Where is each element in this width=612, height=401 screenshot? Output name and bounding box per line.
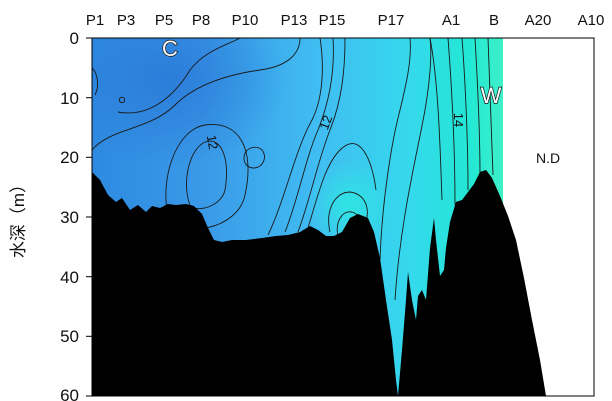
contour-line	[447, 38, 456, 206]
no-data-label: N.D	[536, 150, 560, 166]
station-label: P10	[232, 12, 259, 29]
contour-line	[297, 38, 346, 233]
station-label: A1	[442, 12, 460, 29]
y-axis-title: 水深（m）	[9, 176, 28, 258]
contour-line	[474, 38, 481, 176]
y-tick-label: 30	[60, 208, 79, 227]
contour-line	[487, 38, 494, 176]
station-label: B	[489, 12, 499, 29]
station-label: P15	[319, 12, 346, 29]
y-axis	[86, 37, 92, 397]
contour-line	[118, 96, 125, 104]
station-label: P5	[155, 12, 173, 29]
contour-label: 14	[451, 113, 466, 127]
station-label: P8	[192, 12, 210, 29]
contour-line	[461, 38, 469, 191]
station-label: P17	[378, 12, 405, 29]
contour-line	[284, 38, 334, 233]
y-tick-label: 10	[60, 89, 79, 108]
contour-line	[92, 38, 301, 151]
station-label: A20	[525, 12, 552, 29]
contour-line	[243, 146, 265, 169]
station-labels: P1 P3 P5 P8 P10 P13 P15 P17 A1 B A20 A10	[86, 12, 605, 29]
warm-bulge-shade	[305, 160, 395, 250]
contour-label: 12	[204, 134, 221, 151]
station-label: P3	[117, 12, 135, 29]
contour-line	[429, 38, 443, 201]
station-label: P1	[86, 12, 104, 29]
contour-line	[307, 143, 377, 229]
contour-lines	[92, 38, 494, 301]
seabed	[92, 170, 546, 396]
y-tick-label: 50	[60, 327, 79, 346]
contour-line	[328, 191, 368, 233]
contour-line	[379, 38, 411, 261]
warm-water-annotation: W	[481, 83, 502, 108]
station-label: P13	[281, 12, 308, 29]
y-tick-label: 20	[60, 148, 79, 167]
station-label: A10	[578, 12, 605, 29]
y-tick-labels: 0 10 20 30 40 50 60	[60, 29, 79, 401]
contour-value-labels: 12 12 14	[204, 113, 466, 151]
contour-line	[117, 38, 241, 114]
cold-water-annotation: C	[162, 36, 178, 61]
y-tick-label: 40	[60, 268, 79, 287]
contour-label: 12	[316, 113, 335, 132]
contour-line	[92, 67, 99, 96]
y-tick-label: 0	[70, 29, 79, 48]
contour-line	[267, 38, 323, 236]
y-tick-label: 60	[60, 386, 79, 401]
contour-line	[394, 38, 432, 301]
contour-line	[186, 140, 227, 210]
